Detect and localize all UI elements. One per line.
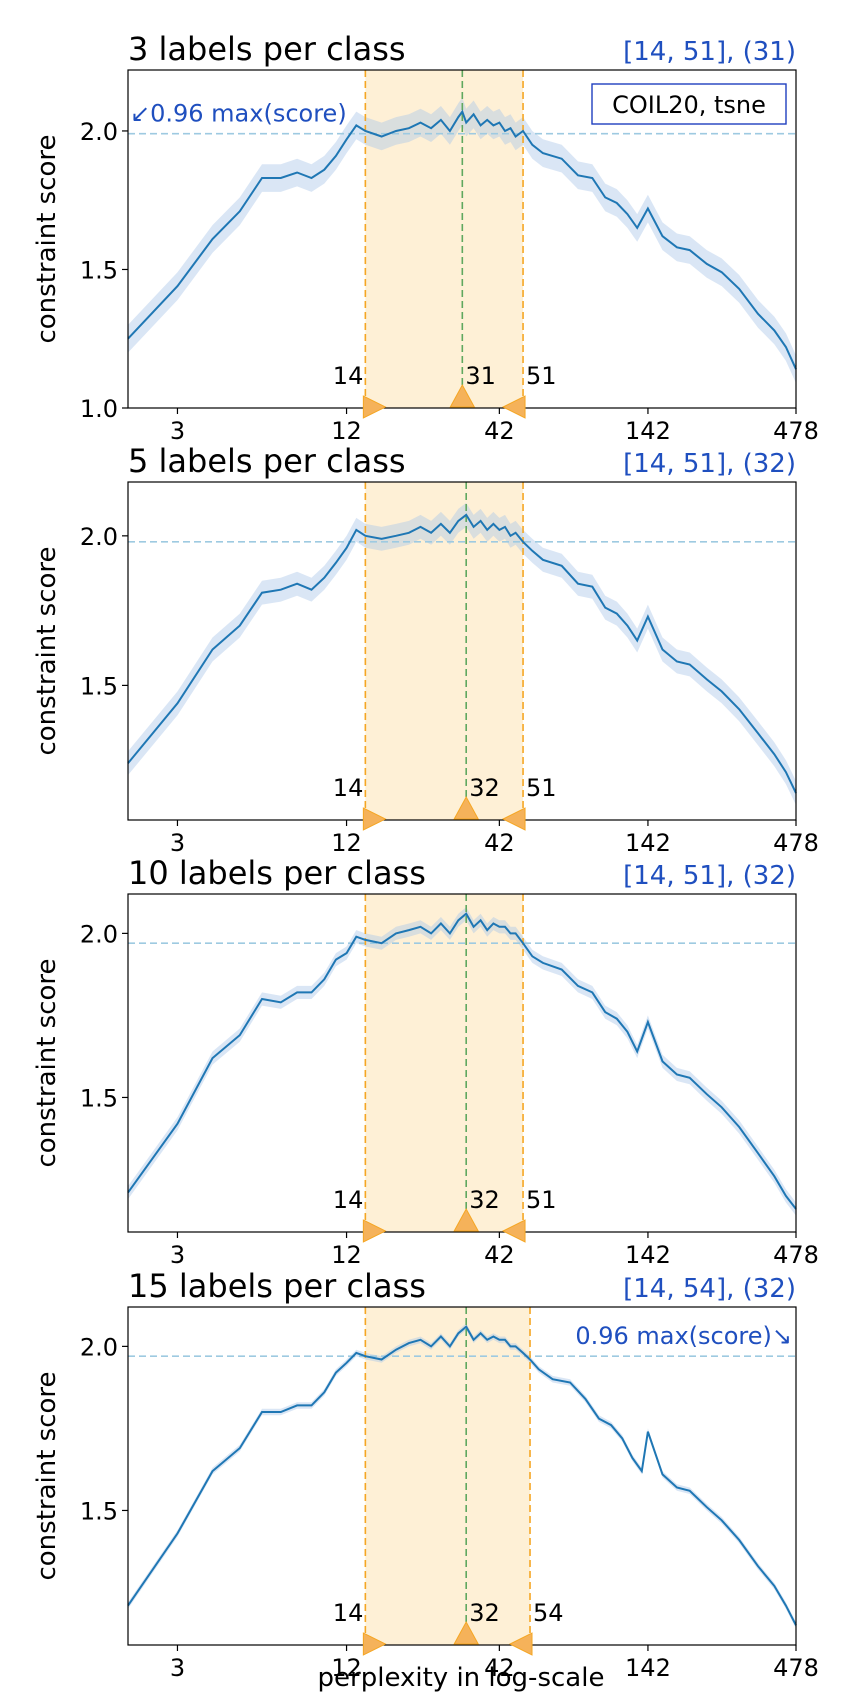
plot-frame [127,893,797,1233]
range-note: [14, 51], (32) [623,861,796,891]
y-axis-label: constraint score [32,1371,62,1580]
plot-frame [127,69,797,409]
series-line [127,1325,797,1626]
x-tick-label: 478 [773,1241,819,1269]
y-tick-label: 2.0 [80,523,118,551]
x-tick-label: 142 [625,1654,671,1682]
x-tick-label: 12 [331,829,362,857]
selected-range-shade [365,1307,531,1645]
range-center-label: 32 [469,1186,500,1214]
confidence-band [128,1323,796,1629]
range-low-marker [362,1219,387,1243]
x-tick-label: 478 [773,417,819,445]
threshold-annotation: 0.96 max(score)↘ [575,1322,792,1350]
range-center-label: 31 [465,362,496,390]
x-axis-label: perplexity in log-scale [318,1663,605,1693]
x-tick-label: 12 [331,1654,362,1682]
y-tick-label: 2.0 [80,920,118,948]
range-low-marker [362,807,387,831]
range-high-marker [508,1632,533,1656]
y-tick-label: 1.5 [80,672,118,700]
threshold-annotation: ↙0.96 max(score) [130,100,347,128]
panel-title: 15 labels per class [128,1267,426,1305]
x-tick-label: 478 [773,829,819,857]
range-center-marker [453,1207,480,1232]
y-axis-label: constraint score [32,546,62,755]
x-tick-label: 42 [484,417,515,445]
chart-panels: 3 labels per class [14, 51], (31)3 12 42 142… [32,30,819,1682]
range-note: [14, 51], (31) [623,37,796,67]
x-tick-label: 12 [331,1241,362,1269]
range-high-marker [501,395,526,419]
range-low-label: 14 [333,362,364,390]
y-tick-label: 2.0 [80,1333,118,1361]
range-low-label: 14 [333,1599,364,1627]
panel-title: 10 labels per class [128,854,426,892]
range-low-label: 14 [333,1186,364,1214]
range-high-label: 51 [526,362,557,390]
plot-frame [127,481,797,821]
y-tick-label: 1.5 [80,1497,118,1525]
x-tick-label: 3 [170,1654,185,1682]
y-axis-label: constraint score [32,134,62,343]
series-line [127,912,797,1210]
range-high-label: 51 [526,774,557,802]
x-tick-label: 3 [170,417,185,445]
range-center-label: 32 [469,1599,500,1627]
panel-title: 5 labels per class [128,442,406,480]
y-tick-label: 1.0 [80,395,118,423]
range-note: [14, 51], (32) [623,449,796,479]
range-center-label: 32 [469,774,500,802]
x-tick-label: 142 [625,417,671,445]
selected-range-shade [365,894,524,1232]
confidence-band [128,502,796,805]
selected-range-shade [365,70,524,408]
range-low-marker [362,1632,387,1656]
x-tick-label: 42 [484,829,515,857]
range-high-label: 54 [533,1599,564,1627]
range-high-marker [501,807,526,831]
range-low-label: 14 [333,774,364,802]
range-note: [14, 54], (32) [623,1274,796,1304]
legend-box [591,83,787,125]
range-high-marker [501,1219,526,1243]
x-tick-label: 3 [170,1241,185,1269]
plot-frame [127,1306,797,1646]
x-tick-label: 42 [484,1654,515,1682]
x-tick-label: 42 [484,1241,515,1269]
chart-panel-3: 10 labels per class [14, 51], (32) 3 12 42 14… [32,854,819,1269]
x-tick-label: 142 [625,829,671,857]
y-tick-label: 1.5 [80,256,118,284]
confidence-band [128,97,796,384]
range-center-marker [453,1620,480,1645]
range-center-marker [453,795,480,820]
chart-panel-2: 5 labels per class [14, 51], (32)3 12 42 142… [32,442,819,857]
chart-panel-4: 15 labels per class [14, 54], (32) 3 12 42 14… [32,1267,819,1682]
range-center-marker [449,383,476,408]
panel-title: 3 labels per class [128,30,406,68]
series-line [127,109,797,370]
x-tick-label: 478 [773,1654,819,1682]
x-tick-label: 142 [625,1241,671,1269]
series-line [127,513,797,794]
x-tick-label: 3 [170,829,185,857]
range-low-marker [362,395,387,419]
legend-text: COIL20, tsne [612,91,766,119]
y-tick-label: 2.0 [80,118,118,146]
y-axis-label: constraint score [32,958,62,1167]
x-tick-label: 12 [331,417,362,445]
selected-range-shade [365,482,524,820]
range-high-label: 51 [526,1186,557,1214]
y-tick-label: 1.5 [80,1084,118,1112]
chart-panel-1: 3 labels per class [14, 51], (31)3 12 42 142… [32,30,819,445]
